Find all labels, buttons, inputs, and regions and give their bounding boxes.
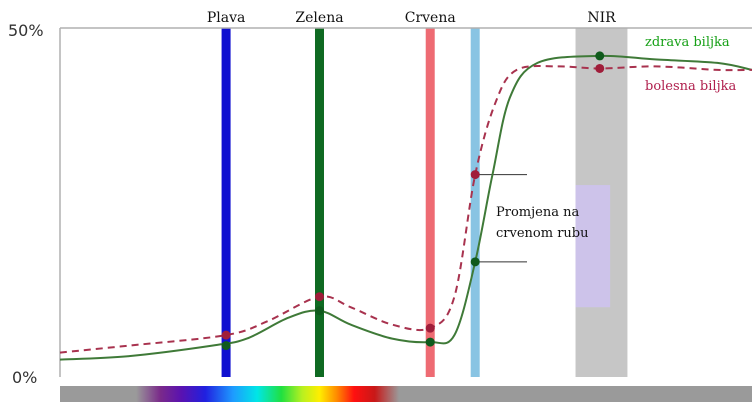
series-line-zdrava-biljka: [59, 54, 752, 361]
y-tick-label-top: 50%: [8, 21, 44, 40]
series-layer: [59, 54, 752, 361]
labels-layer: NIR Plava Zelena Crvena Promjena na crvenom r…: [207, 10, 737, 241]
band-crvena: [425, 28, 435, 377]
series-line-bolesna-biljka: [59, 65, 752, 354]
marker-zdrava-biljka: [595, 51, 605, 61]
marker-bolesna-biljka: [470, 170, 480, 180]
marker-bolesna-biljka: [595, 63, 605, 73]
marker-zdrava-biljka: [315, 306, 324, 316]
marker-zdrava-biljka: [425, 337, 435, 347]
annotation-text-line: Promjena na: [496, 205, 579, 220]
highlight-box: [575, 185, 611, 308]
spectrum-bar: [60, 386, 752, 402]
marker-zdrava-biljka: [221, 341, 231, 351]
bands-layer: [221, 28, 628, 377]
spectrum-gradient-bar: [60, 386, 752, 402]
axis-layer: [59, 27, 752, 377]
band-zelena: [315, 28, 324, 377]
legend-label-zdrava-biljka: zdrava biljka: [645, 35, 730, 50]
annotation-text-line: crvenom rubu: [496, 226, 588, 241]
marker-zdrava-biljka: [470, 257, 480, 267]
markers-layer: [221, 51, 605, 351]
legend-label-bolesna-biljka: bolesna biljka: [645, 79, 736, 94]
band-label-plava: Plava: [207, 10, 246, 26]
nir-band-label: NIR: [587, 10, 616, 26]
band-label-zelena: Zelena: [295, 10, 343, 26]
marker-bolesna-biljka: [425, 323, 435, 333]
y-tick-label-bottom: 0%: [12, 368, 37, 387]
marker-bolesna-biljka: [315, 292, 324, 302]
band-plava: [221, 28, 231, 377]
marker-bolesna-biljka: [221, 330, 231, 340]
band-label-crvena: Crvena: [405, 10, 456, 26]
band-edge: [470, 28, 480, 377]
